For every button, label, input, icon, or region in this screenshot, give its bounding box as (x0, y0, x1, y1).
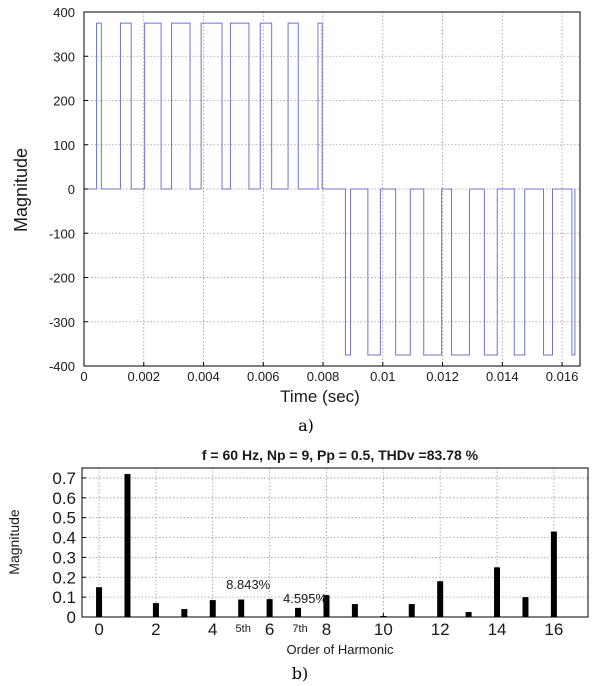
chart-b-annotation: 7th (292, 623, 307, 635)
chart-b-xtick-label: 6 (265, 620, 274, 639)
chart-a-y-ticks: -400 -300 -200 -100 0 100 200 300 400 (49, 5, 88, 374)
chart-b-ytick-label: 0.2 (52, 568, 76, 587)
chart-b-xtick-label: 12 (431, 620, 450, 639)
panel-b-caption: b) (292, 664, 308, 683)
chart-b-y-ticks: 00.10.20.30.40.50.60.7 (52, 469, 86, 627)
chart-b-bar (408, 604, 415, 617)
chart-b-bar (550, 531, 557, 617)
chart-b-bar (437, 581, 444, 617)
chart-b-bar (152, 603, 159, 617)
chart-a-x-ticks: 0 0.002 0.004 0.006 0.008 0.01 0.012 0.014 0.016 (80, 362, 578, 384)
chart-a-ytick-label: 0 (68, 182, 75, 197)
chart-b-ytick-label: 0 (67, 608, 76, 627)
chart-a-ytick-label: -400 (49, 359, 75, 374)
chart-a-xtick-label: 0.006 (247, 369, 280, 384)
panel-a-caption: a) (298, 416, 314, 435)
chart-b-xtick-label: 10 (374, 620, 393, 639)
chart-a-xtick-label: 0.002 (127, 369, 160, 384)
chart-a-xtick-label: 0.012 (426, 369, 459, 384)
chart-b-bar (522, 597, 529, 617)
chart-a-ylabel: Magnitude (11, 148, 31, 232)
chart-b-xtick-label: 2 (151, 620, 160, 639)
chart-b-ytick-label: 0.3 (52, 548, 76, 567)
chart-b-ytick-label: 0.6 (52, 489, 76, 508)
chart-a-xtick-label: 0.014 (486, 369, 519, 384)
chart-a-xlabel: Time (sec) (280, 387, 360, 406)
chart-b-annotation: 4.595% (283, 591, 328, 606)
chart-b-xtick-label: 14 (488, 620, 507, 639)
chart-b-annotation: 8.843% (226, 577, 271, 592)
chart-b-xtick-label: 4 (208, 620, 217, 639)
chart-b-bars (96, 473, 557, 617)
chart-a-xtick-label: 0.008 (307, 369, 340, 384)
chart-a-ytick-label: -200 (49, 271, 75, 286)
chart-b-title: f = 60 Hz, Np = 9, Pp = 0.5, THDv =83.78… (202, 447, 479, 463)
chart-b-bar (465, 612, 472, 617)
chart-b-plot-area (81, 467, 589, 618)
chart-b-ytick-label: 0.1 (52, 588, 76, 607)
chart-b-bar (351, 604, 358, 617)
chart-a: 0 0.002 0.004 0.006 0.008 0.01 0.012 0.014 0.016… (11, 5, 581, 435)
chart-a-ytick-label: -100 (49, 226, 75, 241)
chart-a-xtick-label: 0 (80, 369, 87, 384)
chart-a-ytick-label: 200 (53, 94, 75, 109)
chart-a-waveform (84, 22, 576, 356)
chart-b-ytick-label: 0.5 (52, 509, 76, 528)
chart-b-xtick-label: 16 (544, 620, 563, 639)
chart-b-ytick-label: 0.7 (52, 469, 76, 488)
chart-b: f = 60 Hz, Np = 9, Pp = 0.5, THDv =83.78… (6, 447, 589, 683)
chart-a-xtick-label: 0.01 (370, 369, 395, 384)
chart-a-ytick-label: 300 (53, 49, 75, 64)
chart-b-grid (82, 468, 588, 617)
chart-a-ytick-label: 400 (53, 5, 75, 20)
chart-b-bar (238, 599, 245, 617)
chart-b-bar (96, 587, 103, 617)
chart-b-xtick-label: 8 (322, 620, 331, 639)
chart-b-frame (81, 467, 589, 618)
chart-a-xtick-label: 0.004 (187, 369, 220, 384)
chart-a-ytick-label: 100 (53, 138, 75, 153)
chart-b-bar (295, 607, 302, 617)
chart-b-bar (209, 600, 216, 617)
chart-a-ytick-label: -300 (49, 315, 75, 330)
chart-b-xtick-label: 0 (94, 620, 103, 639)
chart-b-bar (494, 567, 501, 617)
chart-b-annotation: 5th (236, 623, 251, 635)
chart-b-ytick-label: 0.4 (52, 529, 76, 548)
chart-b-bar (323, 595, 330, 617)
chart-b-bar (266, 599, 273, 617)
chart-b-bar (124, 473, 131, 617)
chart-b-ylabel: Magnitude (6, 509, 22, 575)
chart-b-xlabel: Order of Harmonic (287, 642, 394, 657)
chart-b-annotations: 8.843% 5th 4.595% 7th (226, 577, 327, 635)
chart-a-xtick-label: 0.016 (546, 369, 579, 384)
chart-b-x-ticks: 0 2 4 6 8 10 12 14 16 (94, 613, 563, 639)
chart-b-bar (181, 609, 188, 617)
